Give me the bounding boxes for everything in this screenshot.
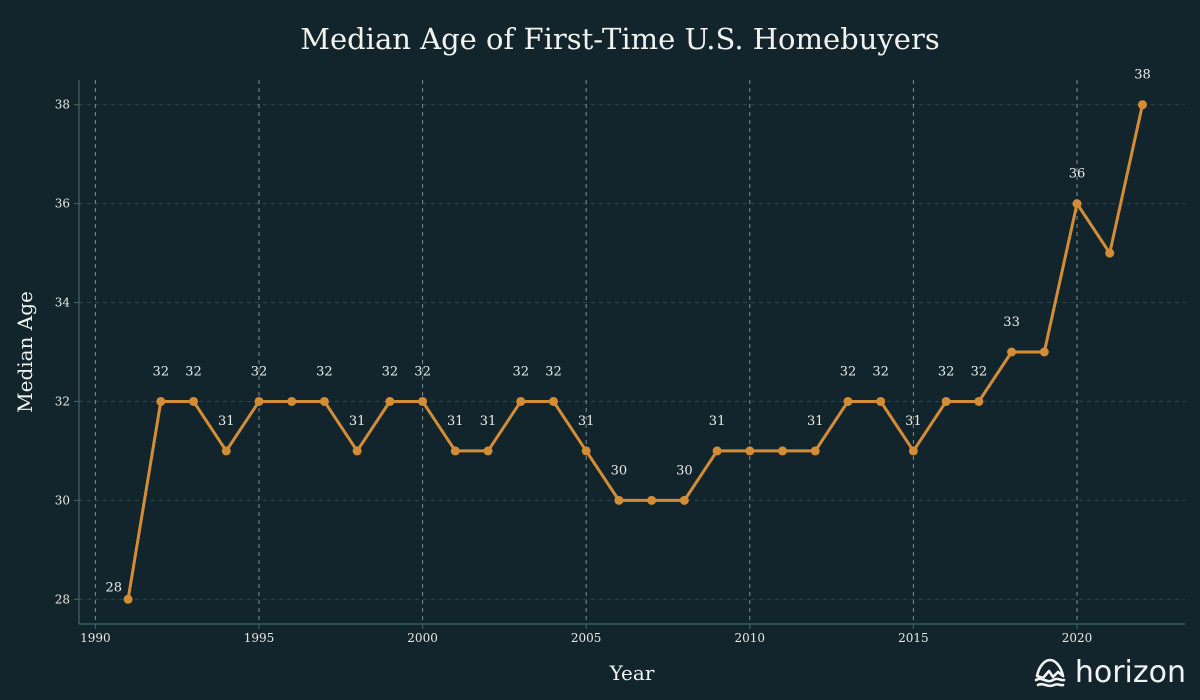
x-tick-label: 1995 [244,631,275,645]
data-point [843,396,853,406]
data-point [941,396,951,406]
data-label: 32 [545,364,562,379]
data-label: 36 [1069,167,1086,182]
data-point [319,396,329,406]
data-label: 32 [414,364,431,379]
data-label: 32 [512,364,529,379]
data-point [450,446,460,456]
mountain-logo-icon [1034,658,1066,687]
data-point [385,396,395,406]
data-point [287,396,297,406]
axes: 28 30 32 34 36 38 1990 1995 2000 2005 2010 2015 2020 [55,80,1185,645]
data-point [974,396,984,406]
x-tick-label: 1990 [80,631,111,645]
data-point [614,495,624,505]
data-label: 30 [611,463,628,478]
data-point [1137,100,1147,110]
data-label: 30 [676,463,693,478]
data-label: 33 [1003,315,1020,330]
data-label: 32 [840,364,857,379]
data-point [1039,347,1049,357]
data-point [745,446,755,456]
data-label: 32 [185,364,202,379]
x-tick-label: 2020 [1062,631,1093,645]
brand-name: horizon [1074,655,1186,690]
data-label: 31 [447,414,464,429]
brand-logo: horizon [1033,655,1186,690]
data-point [810,446,820,456]
data-point [516,396,526,406]
chart-title: Median Age of First-Time U.S. Homebuyers [300,22,939,56]
series-line [126,104,1144,600]
data-label: 38 [1134,68,1151,83]
y-tick-label: 32 [55,394,70,408]
data-label: 31 [349,414,366,429]
data-point [712,446,722,456]
data-label: 32 [971,364,988,379]
data-point [483,446,493,456]
data-point [254,396,264,406]
y-tick-label: 30 [55,493,70,507]
data-label: 31 [218,414,235,429]
data-point [189,396,199,406]
x-tick-label: 2005 [571,631,602,645]
data-label: 31 [480,414,497,429]
data-label: 32 [382,364,399,379]
data-point [876,396,886,406]
data-label: 31 [905,414,922,429]
y-axis-title: Median Age [13,291,37,413]
data-point [1072,199,1082,209]
x-tick-label: 2010 [735,631,766,645]
y-tick-label: 34 [55,296,71,310]
data-label: 31 [807,414,824,429]
y-tick-label: 36 [55,197,70,211]
data-labels: 28 32 32 31 32 32 31 32 32 31 31 32 32 31 30 30 31 31 32 32… [106,68,1151,596]
data-point [1007,347,1017,357]
data-label: 28 [106,580,123,595]
data-point [679,495,689,505]
data-point [123,594,133,604]
data-point [221,446,231,456]
data-point [581,446,591,456]
data-point [548,396,558,406]
x-axis-title: Year [609,661,655,685]
data-point [778,446,788,456]
data-label: 31 [709,414,726,429]
data-label: 32 [153,364,170,379]
series [123,100,1147,604]
data-point [908,446,918,456]
y-tick-label: 28 [55,592,70,606]
data-label: 32 [938,364,955,379]
x-tick-label: 2000 [407,631,438,645]
data-label: 32 [316,364,333,379]
data-label: 32 [251,364,268,379]
data-point [352,446,362,456]
data-point [156,396,166,406]
data-label: 31 [578,414,595,429]
data-point [418,396,428,406]
data-label: 32 [872,364,889,379]
data-point [647,495,657,505]
data-point [1105,248,1115,258]
x-tick-label: 2015 [898,631,929,645]
y-tick-label: 38 [55,98,70,112]
